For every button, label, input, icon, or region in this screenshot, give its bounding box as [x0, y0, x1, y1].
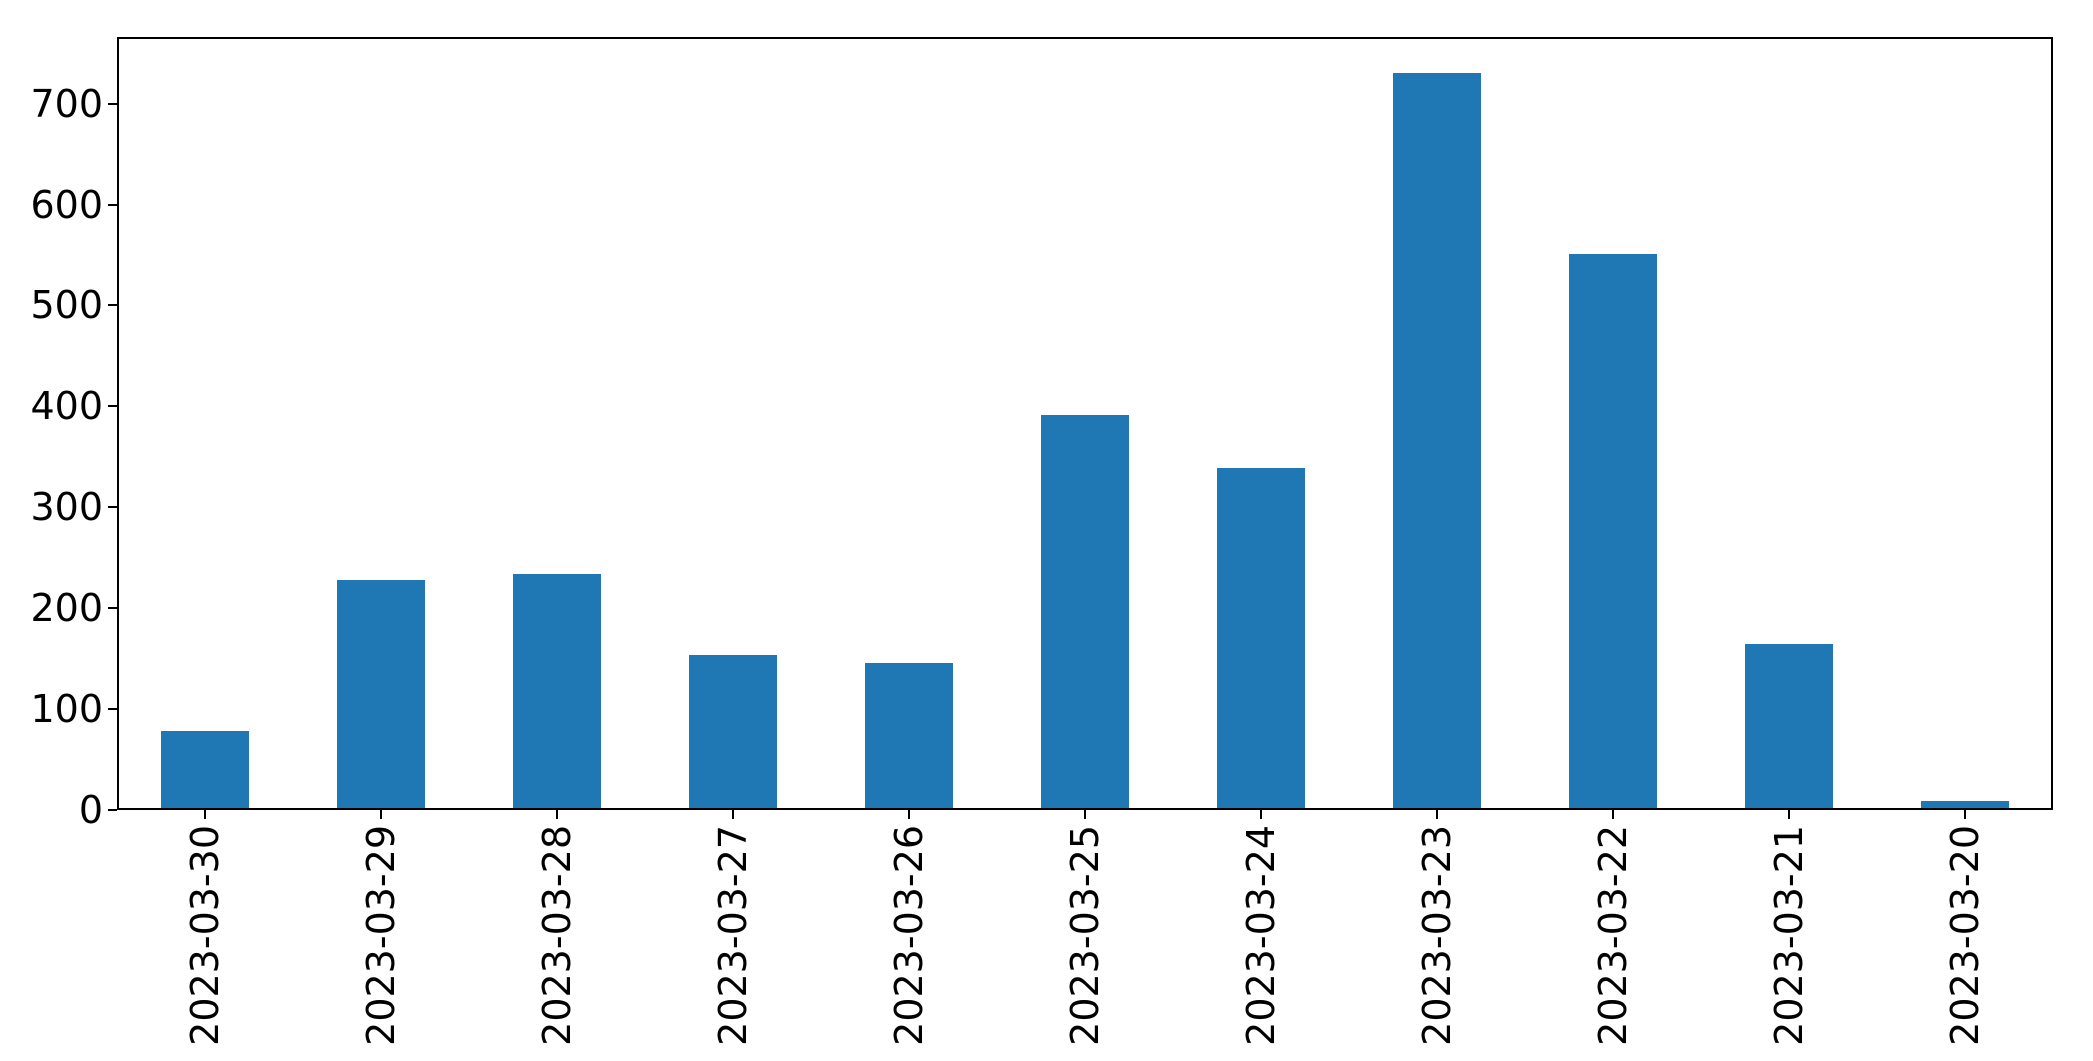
x-tick-label: 2023-03-21 — [1767, 825, 1811, 1046]
bar — [337, 579, 425, 808]
bar — [689, 654, 777, 808]
y-tick-label: 200 — [30, 586, 103, 631]
bar — [865, 662, 953, 808]
y-tick-label: 700 — [30, 81, 103, 126]
y-tick-label: 100 — [30, 687, 103, 732]
x-tick-mark — [1612, 810, 1614, 819]
y-tick-mark — [108, 203, 117, 206]
y-tick-mark — [108, 506, 117, 509]
x-tick-mark — [1964, 810, 1966, 819]
x-tick-mark — [204, 810, 206, 819]
x-tick-label: 2023-03-26 — [887, 825, 931, 1046]
x-tick-label: 2023-03-27 — [711, 825, 755, 1046]
y-tick-mark — [108, 809, 117, 811]
y-tick-label: 300 — [30, 485, 103, 530]
y-tick-mark — [108, 102, 117, 105]
bar — [1569, 253, 1657, 808]
x-tick-mark — [1084, 810, 1086, 819]
plot-area — [117, 37, 2053, 810]
y-tick-label: 0 — [78, 788, 103, 832]
bar — [1921, 800, 2009, 808]
y-tick-label: 600 — [30, 182, 103, 227]
bar — [1217, 467, 1305, 808]
bar — [161, 731, 249, 808]
x-tick-mark — [1788, 810, 1790, 819]
x-tick-label: 2023-03-23 — [1415, 825, 1459, 1046]
x-tick-mark — [908, 810, 910, 819]
x-tick-label: 2023-03-25 — [1063, 825, 1107, 1046]
y-tick-mark — [108, 607, 117, 610]
bar — [513, 573, 601, 808]
x-tick-mark — [1436, 810, 1438, 819]
y-tick-mark — [108, 405, 117, 408]
y-tick-label: 500 — [30, 283, 103, 328]
bar — [1393, 73, 1481, 808]
x-tick-label: 2023-03-20 — [1943, 825, 1987, 1046]
x-tick-mark — [732, 810, 734, 819]
y-tick-label: 400 — [30, 384, 103, 429]
bar — [1745, 643, 1833, 808]
x-tick-label: 2023-03-29 — [359, 825, 403, 1046]
x-tick-mark — [380, 810, 382, 819]
x-tick-mark — [556, 810, 558, 819]
x-tick-label: 2023-03-24 — [1239, 825, 1283, 1046]
x-tick-label: 2023-03-22 — [1591, 825, 1635, 1046]
bar — [1041, 415, 1129, 808]
y-tick-mark — [108, 708, 117, 711]
y-tick-mark — [108, 304, 117, 307]
x-tick-mark — [1260, 810, 1262, 819]
x-tick-label: 2023-03-30 — [183, 825, 227, 1046]
x-tick-label: 2023-03-28 — [535, 825, 579, 1046]
